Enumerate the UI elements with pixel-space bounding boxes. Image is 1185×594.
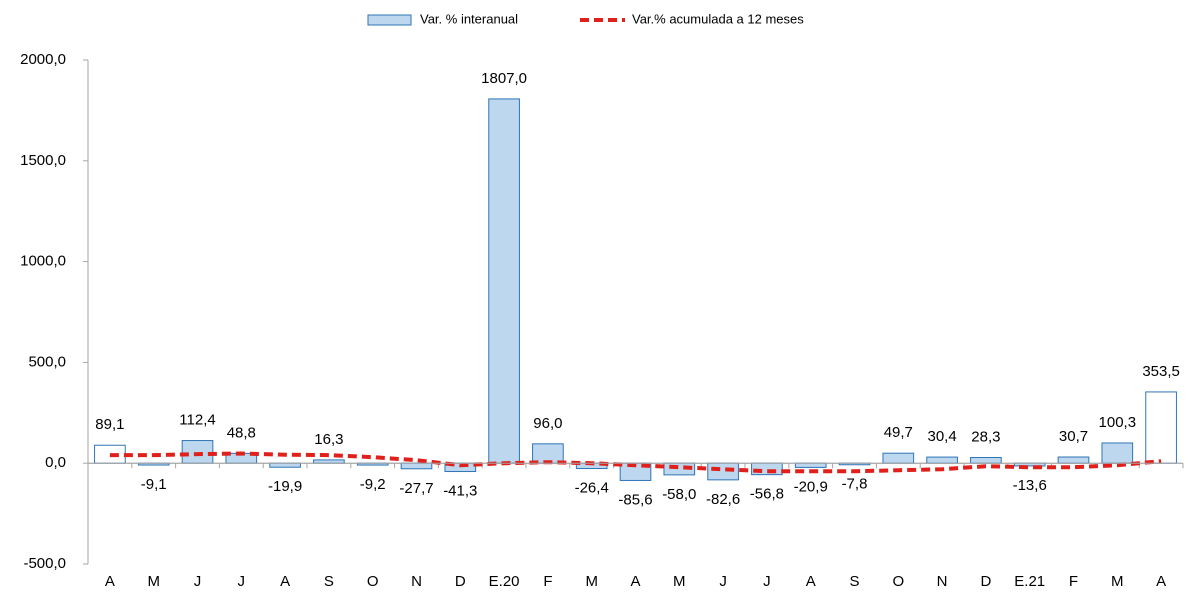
y-tick-label: 2000,0	[20, 51, 66, 68]
data-label: 353,5	[1142, 363, 1180, 380]
x-tick-label: J	[719, 573, 727, 590]
x-tick-label: A	[630, 573, 640, 590]
data-label: -9,2	[360, 476, 386, 493]
x-tick-label: F	[1069, 573, 1078, 590]
data-label: -41,3	[443, 482, 477, 499]
x-tick-label: J	[238, 573, 246, 590]
x-tick-label: F	[543, 573, 552, 590]
data-label: 16,3	[314, 431, 343, 448]
data-label: -7,8	[842, 476, 868, 493]
bar	[970, 456, 1002, 464]
data-label: -27,7	[399, 480, 433, 497]
x-tick-label: E.20	[489, 573, 520, 590]
x-tick-label: M	[1111, 573, 1124, 590]
data-label: -19,9	[268, 478, 302, 495]
y-tick-label: 500,0	[28, 353, 66, 370]
line	[109, 451, 1162, 474]
x-tick-label: D	[980, 573, 991, 590]
data-label: 30,7	[1059, 428, 1088, 445]
data-label: 49,7	[884, 424, 913, 441]
bar	[269, 462, 301, 468]
legend-label: Var. % interanual	[420, 11, 518, 26]
x-tick-label: A	[806, 573, 816, 590]
data-label: -9,1	[141, 476, 167, 493]
bar	[94, 444, 126, 464]
y-tick-label: 1000,0	[20, 253, 66, 270]
x-tick-label: J	[194, 573, 202, 590]
bar	[794, 462, 827, 468]
data-label: 89,1	[95, 416, 124, 433]
x-tick-label: M	[147, 573, 160, 590]
x-tick-label: A	[105, 573, 115, 590]
x-tick-label: M	[673, 573, 686, 590]
data-label: 112,4	[179, 412, 215, 429]
x-tick-label: N	[937, 573, 948, 590]
legend-swatch	[367, 14, 412, 26]
x-tick-label: O	[892, 573, 904, 590]
bar	[1145, 391, 1177, 464]
y-tick-label: 1500,0	[20, 152, 66, 169]
x-tick-label: N	[411, 573, 422, 590]
x-tick-label: M	[585, 573, 598, 590]
bar	[488, 98, 520, 464]
bar	[926, 456, 958, 464]
data-label: -82,6	[706, 491, 740, 508]
x-tick-label: O	[367, 573, 379, 590]
x-tick-label: D	[455, 573, 466, 590]
x-tick-label: A	[1156, 573, 1166, 590]
x-tick-label: S	[849, 573, 859, 590]
data-label: 1807,0	[481, 70, 527, 87]
data-label: 28,3	[971, 428, 1000, 445]
data-label: -56,8	[750, 486, 784, 503]
data-label: -58,0	[662, 486, 696, 503]
data-label: -20,9	[794, 478, 828, 495]
y-tick-label: -500,0	[23, 555, 66, 572]
data-label: -26,4	[575, 479, 609, 496]
bar	[882, 452, 915, 464]
data-label: 96,0	[533, 415, 562, 432]
bar	[400, 462, 433, 470]
y-tick-label: 0,0	[45, 454, 66, 471]
x-tick-label: J	[763, 573, 771, 590]
bar	[181, 440, 214, 464]
data-label: -85,6	[618, 491, 652, 508]
data-label: -13,6	[1013, 477, 1047, 494]
bar	[1101, 442, 1134, 464]
x-tick-label: A	[280, 573, 290, 590]
data-label: 48,8	[227, 424, 256, 441]
x-tick-label: S	[324, 573, 334, 590]
x-tick-label: E.21	[1014, 573, 1045, 590]
data-label: 30,4	[927, 428, 956, 445]
bar	[1057, 456, 1090, 464]
data-label: 100,3	[1099, 414, 1137, 431]
legend-label: Var.% acumulada a 12 meses	[632, 11, 804, 26]
